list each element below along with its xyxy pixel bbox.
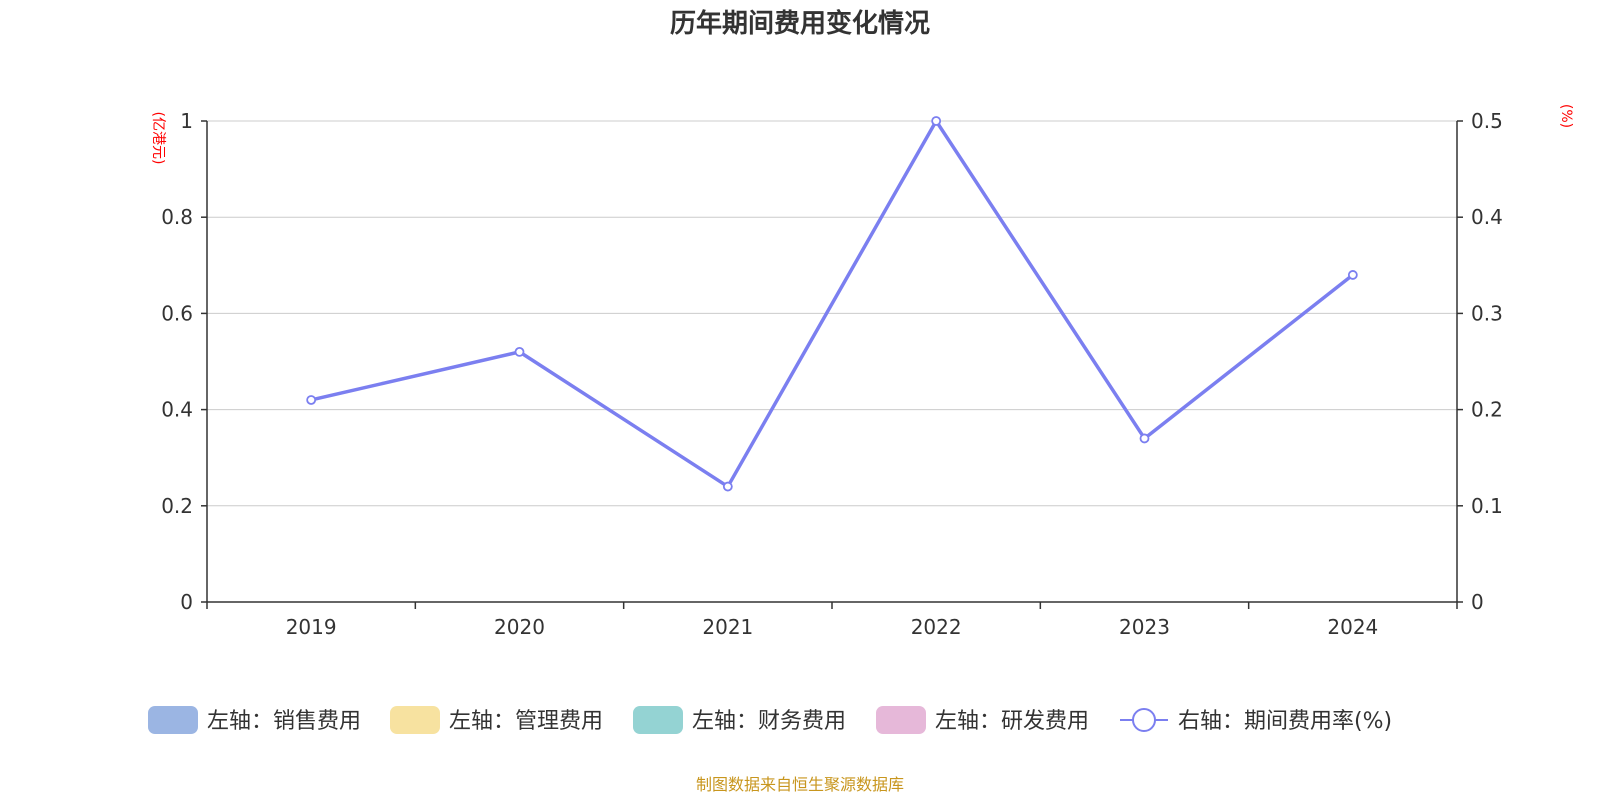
data-point[interactable]	[1139, 433, 1150, 444]
left-axis-unit-label: (亿港元)	[150, 112, 166, 165]
data-point[interactable]	[931, 116, 942, 126]
data-point[interactable]	[514, 346, 525, 357]
left-axis-tick-label: 0.4	[161, 398, 193, 422]
left-axis-tick-label: 0.8	[161, 205, 193, 229]
legend-swatch	[390, 706, 440, 734]
x-axis-tick-label: 2022	[911, 615, 962, 639]
right-axis-tick-label: 0.2	[1471, 398, 1503, 422]
source-note: 制图数据来自恒生聚源数据库	[696, 775, 904, 794]
left-axis-tick-label: 1	[180, 109, 193, 133]
x-axis-tick-label: 2021	[702, 615, 753, 639]
legend-item[interactable]: 左轴：财务费用	[633, 706, 846, 734]
chart-title: 历年期间费用变化情况	[670, 8, 930, 39]
legend[interactable]: 左轴：销售费用 左轴：管理费用 左轴：财务费用 左轴：研发费用 右轴：期间费用率(%)	[148, 706, 1392, 734]
legend-marker	[1132, 708, 1156, 732]
legend-label: 左轴：销售费用	[207, 709, 361, 734]
left-axis-tick-label: 0	[180, 590, 193, 614]
right-axis-tick-label: 0	[1471, 590, 1484, 614]
legend-item[interactable]: 左轴：销售费用	[148, 706, 361, 734]
legend-item[interactable]: 右轴：期间费用率(%)	[1120, 708, 1392, 734]
legend-swatch	[148, 706, 198, 734]
axes: 0 0.2 0.4 0.6 0.8 1 0 0.1 0.2 0.3 0.4 0.5 2019 2020 20…	[150, 104, 1574, 639]
right-axis-tick-label: 0.5	[1471, 109, 1503, 133]
legend-swatch	[633, 706, 683, 734]
x-axis-tick-label: 2023	[1119, 615, 1170, 639]
legend-label: 右轴：期间费用率(%)	[1178, 709, 1392, 734]
right-axis-tick-label: 0.4	[1471, 205, 1503, 229]
data-point[interactable]	[1347, 270, 1358, 280]
grid-lines	[207, 120, 1457, 507]
right-axis-unit-label: (%)	[1558, 104, 1574, 128]
x-axis-tick-label: 2024	[1327, 615, 1378, 639]
data-point[interactable]	[306, 395, 317, 405]
left-axis-tick-label: 0.6	[161, 301, 193, 325]
x-axis-tick-label: 2020	[494, 615, 545, 639]
right-axis-tick-label: 0.1	[1471, 494, 1503, 518]
right-axis-tick-label: 0.3	[1471, 301, 1503, 325]
x-axis-tick-label: 2019	[286, 615, 337, 639]
left-axis-tick-label: 0.2	[161, 494, 193, 518]
series-layer	[306, 116, 1358, 492]
series-line	[310, 119, 1354, 489]
legend-swatch	[876, 706, 926, 734]
legend-label: 左轴：财务费用	[692, 709, 846, 734]
legend-label: 左轴：研发费用	[935, 709, 1089, 734]
legend-item[interactable]: 左轴：管理费用	[390, 706, 603, 734]
legend-label: 左轴：管理费用	[449, 709, 603, 734]
data-point[interactable]	[722, 481, 733, 492]
legend-item[interactable]: 左轴：研发费用	[876, 706, 1089, 734]
